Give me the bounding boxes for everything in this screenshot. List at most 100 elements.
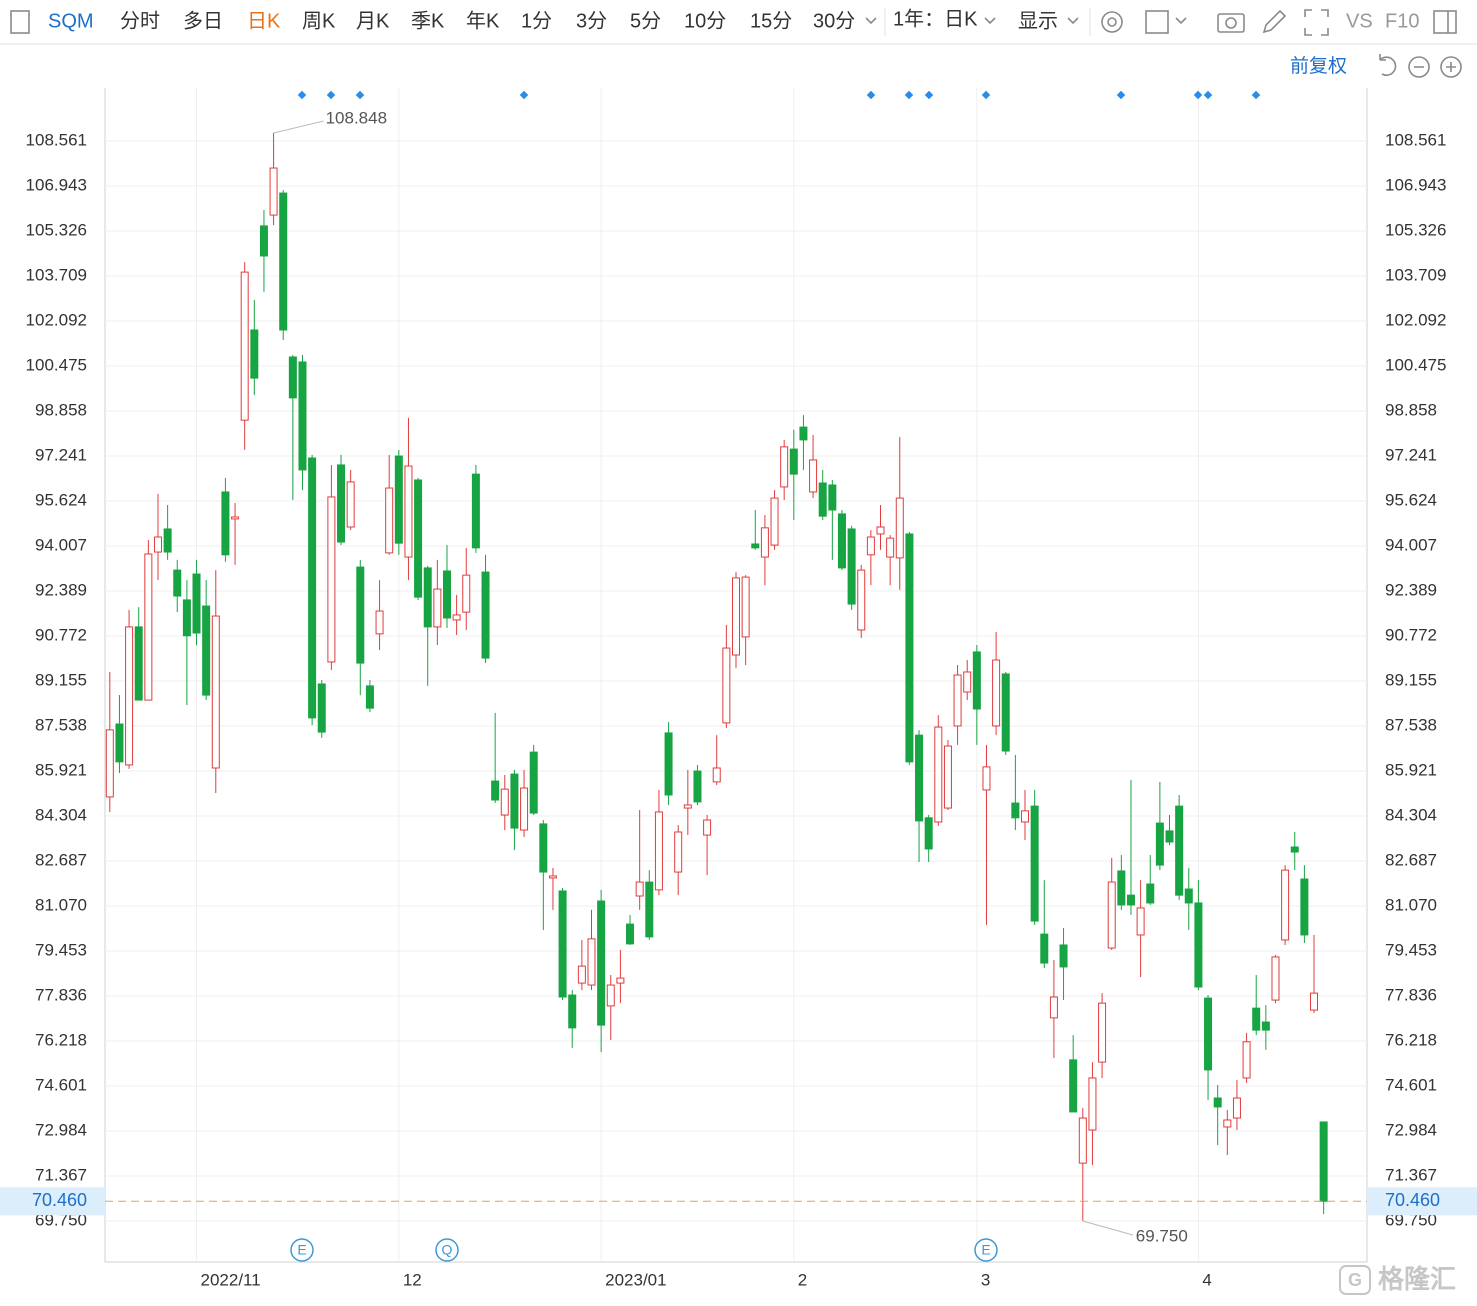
period[interactable]: 周K: [302, 10, 336, 32]
candle-body: [144, 553, 153, 701]
settings-icon[interactable]: [1101, 11, 1123, 33]
candle-body: [259, 225, 268, 257]
candle-body: [471, 473, 480, 549]
symbol[interactable]: SQM: [48, 10, 94, 32]
candle-body: [414, 479, 423, 598]
candle-body: [635, 881, 644, 897]
candle-body: [462, 574, 471, 613]
max-leader: [273, 120, 324, 134]
max-label: 108.848: [326, 109, 387, 128]
candle-body: [876, 526, 885, 535]
period[interactable]: 30分: [813, 9, 855, 32]
candle-body: [510, 773, 519, 829]
candle-body: [780, 446, 789, 488]
watermark: G 格隆汇: [1339, 1264, 1456, 1295]
fullscreen-icon[interactable]: [1304, 9, 1329, 36]
candle-body: [587, 938, 596, 986]
period[interactable]: 1分: [521, 9, 552, 32]
f10-button[interactable]: F10: [1385, 10, 1419, 32]
candle-body: [346, 481, 355, 528]
candle-body: [317, 683, 326, 733]
candle-body: [163, 528, 172, 553]
candle-body: [568, 994, 577, 1029]
candle-body: [606, 984, 615, 1007]
period[interactable]: 15分: [750, 9, 792, 32]
candle-body: [404, 465, 413, 558]
candle-body: [1271, 956, 1280, 1001]
candle-body: [365, 685, 374, 709]
range-select[interactable]: 1年：日K: [893, 7, 978, 30]
period[interactable]: 10分: [684, 9, 726, 32]
event-badge-label: E: [297, 1242, 306, 1258]
candle-body: [1194, 902, 1203, 988]
candle-body: [674, 831, 683, 873]
camera-icon[interactable]: [1217, 13, 1245, 33]
candle-body: [1310, 992, 1319, 1011]
y2-tick-label: 102.092: [1385, 311, 1446, 330]
zoom-out-icon[interactable]: [1408, 56, 1430, 78]
candle-body: [1281, 869, 1290, 941]
y2-tick-label: 77.836: [1385, 985, 1437, 1004]
period[interactable]: 月K: [356, 10, 390, 32]
candle-body: [789, 448, 798, 475]
candle-body: [1300, 878, 1309, 936]
display-select[interactable]: 显示: [1018, 10, 1058, 32]
watermark-logo-mark: G: [1348, 1270, 1362, 1290]
draw-icon[interactable]: [1262, 9, 1287, 34]
sidebar-icon[interactable]: [10, 10, 30, 34]
period[interactable]: 季K: [411, 9, 445, 32]
candle-body: [924, 817, 933, 850]
y-tick-label: 108.561: [26, 130, 87, 149]
candle-body: [500, 788, 509, 816]
candle-body: [1011, 802, 1020, 819]
period[interactable]: 3分: [576, 9, 607, 32]
y-tick-label: 82.687: [35, 850, 87, 869]
adjust-mode[interactable]: 前复权: [1290, 55, 1347, 77]
min-leader: [1082, 1220, 1133, 1236]
candle-body: [491, 780, 500, 801]
candle-body: [529, 751, 538, 814]
panel-icon[interactable]: [1433, 10, 1457, 34]
y2-tick-label: 100.475: [1385, 356, 1446, 375]
candle-body: [375, 610, 384, 635]
candle-body: [240, 271, 249, 421]
period[interactable]: 多日: [183, 9, 223, 32]
candle-body: [337, 464, 346, 543]
candle-body: [866, 536, 875, 556]
watermark-text: 格隆汇: [1378, 1264, 1456, 1294]
period[interactable]: 分时: [120, 9, 160, 32]
candle-body: [1126, 894, 1135, 906]
period[interactable]: 年K: [466, 9, 500, 32]
period[interactable]: 5分: [630, 9, 661, 32]
candle-body: [972, 651, 981, 710]
y2-tick-label: 81.070: [1385, 895, 1437, 914]
candle-body: [1223, 1119, 1232, 1128]
candle-body: [182, 599, 191, 637]
y-tick-label: 95.624: [35, 490, 87, 509]
price-tag: [0, 1187, 105, 1216]
candle-body: [423, 567, 432, 628]
candle-body: [828, 484, 837, 511]
event-diamond: [355, 90, 365, 100]
candle-body: [433, 588, 442, 628]
candle-body: [741, 576, 750, 638]
reset-icon[interactable]: [1379, 54, 1397, 77]
style-icon[interactable]: [1145, 10, 1169, 34]
event-diamond: [326, 90, 336, 100]
candle-body: [847, 528, 856, 605]
settings-icon-core: [1107, 17, 1117, 27]
toolbar: SQM 分时 多日 日K 周K 月K 季K 年K 1分 3分 5分 10分 15…: [0, 7, 1477, 45]
candle-body: [279, 192, 288, 331]
event-badge-label: Q: [442, 1242, 453, 1258]
zoom-in-icon[interactable]: [1440, 56, 1462, 78]
vs-button[interactable]: VS: [1346, 10, 1373, 32]
x-tick-label: 12: [403, 1270, 422, 1289]
y-tick-label: 89.155: [35, 671, 87, 690]
y2-tick-label: 84.304: [1385, 805, 1437, 824]
candle-body: [356, 566, 365, 664]
y-tick-label: 102.092: [26, 311, 87, 330]
candle-body: [664, 732, 673, 796]
period-active[interactable]: 日K: [247, 10, 281, 32]
candle-body: [481, 571, 490, 659]
x-tick-label: 2023/01: [605, 1270, 666, 1289]
